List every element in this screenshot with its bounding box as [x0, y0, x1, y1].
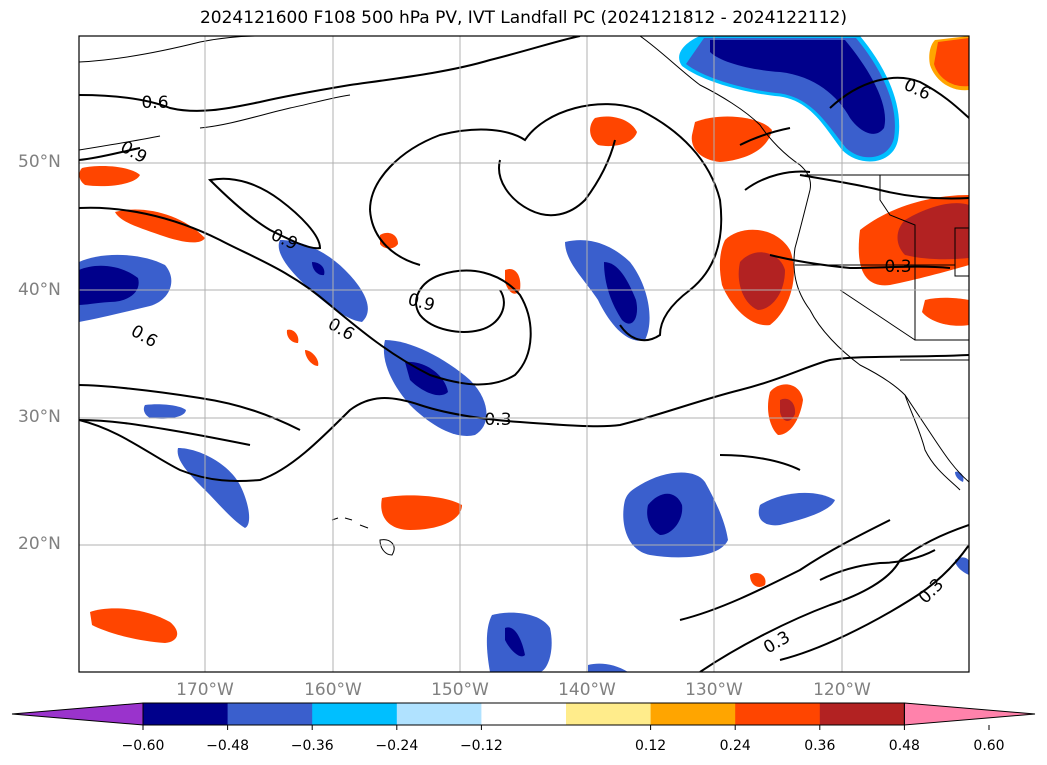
- pv-contours: [79, 36, 969, 672]
- lat-label-20n: 20°N: [18, 534, 61, 554]
- alaska-coastline: [79, 36, 261, 63]
- shaded-field-negative: [79, 36, 969, 672]
- colorbar-segment: [227, 703, 313, 725]
- north-america-coastline: [793, 189, 969, 483]
- lon-label-160w: 160°W: [304, 680, 362, 700]
- colorbar-extend-high: [903, 702, 1036, 726]
- colorbar-segment: [312, 703, 398, 725]
- contour-label: 0.3: [484, 410, 511, 430]
- colorbar-segment: [396, 703, 482, 725]
- colorbar-tick-label: −0.48: [206, 738, 250, 754]
- colorbar-tick-label: −0.12: [459, 738, 503, 754]
- lon-label-120w: 120°W: [813, 680, 871, 700]
- lat-label-50n: 50°N: [18, 152, 61, 172]
- colorbar-tick-label: 0.48: [888, 738, 920, 754]
- colorbar-segment: [735, 703, 821, 725]
- colorbar-tick-label: 0.24: [719, 738, 751, 754]
- lon-label-130w: 130°W: [685, 680, 743, 700]
- map-background: [79, 36, 969, 672]
- lon-label-150w: 150°W: [431, 680, 489, 700]
- colorbar-segments: [11, 702, 1036, 730]
- colorbar-tick-label: 0.12: [635, 738, 667, 754]
- lat-label-30n: 30°N: [18, 407, 61, 427]
- colorbar-segment: [819, 703, 905, 725]
- colorbar-tick-label: −0.36: [290, 738, 334, 754]
- colorbar-tick-label: 0.60: [973, 738, 1005, 754]
- colorbar-segment: [143, 703, 229, 725]
- colorbar-extend-low: [11, 702, 144, 726]
- shaded-field-positive: [79, 36, 969, 643]
- map-plot: 0.6 0.9 0.9 0.6 0.6 0.9 0.3 0.6 0.3 0.3 …: [78, 35, 970, 673]
- hawaii-islands: [331, 517, 395, 556]
- colorbar-tick-label: 0.36: [804, 738, 836, 754]
- gridlines: [79, 36, 969, 672]
- colorbar-segment: [650, 703, 736, 725]
- contour-label: 0.3: [884, 257, 911, 277]
- colorbar-segment: [566, 703, 652, 725]
- colorbar: [11, 702, 1036, 730]
- colorbar-tick-label: −0.60: [121, 738, 165, 754]
- lat-label-40n: 40°N: [18, 280, 61, 300]
- colorbar-frame: [142, 702, 905, 726]
- contour-label: 0.6: [141, 93, 168, 113]
- colorbar-segment: [481, 703, 567, 725]
- lon-label-140w: 140°W: [558, 680, 616, 700]
- colorbar-tick-label: −0.24: [375, 738, 419, 754]
- lon-label-170w: 170°W: [176, 680, 234, 700]
- map-title: 2024121600 F108 500 hPa PV, IVT Landfall…: [199, 8, 847, 28]
- map-frame: [78, 35, 970, 673]
- coastlines: [79, 36, 969, 491]
